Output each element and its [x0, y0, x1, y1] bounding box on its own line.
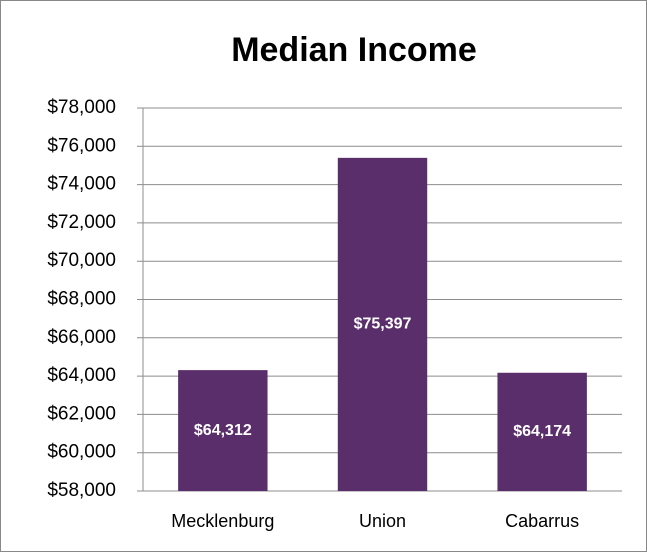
y-tick-label: $76,000 [47, 135, 116, 156]
y-tick-label: $68,000 [47, 289, 116, 310]
x-tick-label: Union [359, 511, 406, 531]
y-tick-label: $66,000 [47, 327, 116, 348]
y-tick-label: $72,000 [47, 212, 116, 233]
y-tick-label: $58,000 [47, 480, 116, 501]
y-tick-label: $64,000 [47, 365, 116, 386]
bar [337, 157, 428, 491]
x-tick-label: Mecklenburg [171, 511, 274, 531]
y-tick-label: $74,000 [47, 174, 116, 195]
y-tick-label: $60,000 [47, 442, 116, 463]
bar [497, 372, 587, 491]
y-tick-label: $70,000 [47, 250, 116, 271]
data-label: $64,312 [194, 422, 252, 439]
x-tick-label: Cabarrus [505, 511, 579, 531]
y-tick-label: $62,000 [47, 403, 116, 424]
bar [178, 370, 268, 491]
data-label: $75,397 [354, 316, 412, 333]
data-label: $64,174 [513, 423, 571, 440]
chart-title: Median Income [231, 31, 477, 69]
y-tick-label: $78,000 [47, 97, 116, 118]
